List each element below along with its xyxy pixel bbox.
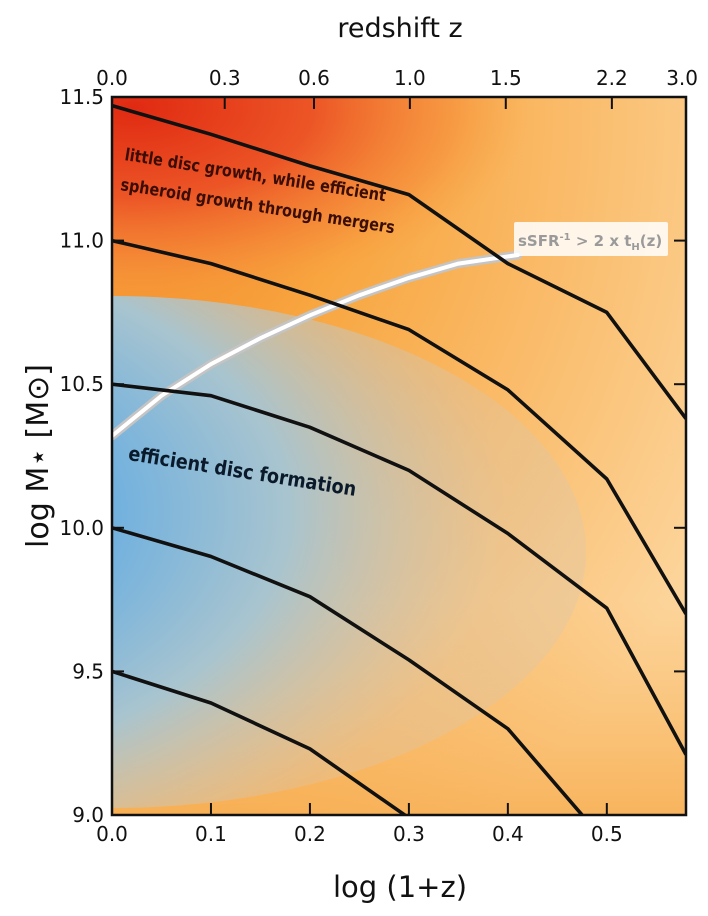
y-tick-label-4: 11.0 <box>59 229 104 253</box>
top-tick-label-2: 0.6 <box>298 66 330 90</box>
y-tick-label-5: 11.5 <box>59 85 104 109</box>
top-tick-label-4: 1.5 <box>490 66 522 90</box>
x-axis-title: log (1+z) <box>333 870 467 904</box>
x-tick-label-3: 0.3 <box>393 822 425 846</box>
axis-ticks <box>111 96 687 816</box>
disc-formation-region <box>112 296 586 808</box>
threshold-label-box: sSFR-1 > 2 x tH(z) <box>514 222 668 256</box>
x-tick-label-1: 0.1 <box>195 822 227 846</box>
y-tick-label-2: 10.0 <box>59 516 104 540</box>
series-line-4 <box>112 526 585 815</box>
series-line-3 <box>112 382 686 756</box>
threshold-label: sSFR-1 > 2 x tH(z) <box>518 232 662 253</box>
y-axis-title: log M⋆ [M⊙] <box>21 364 56 548</box>
series-lines <box>112 103 686 815</box>
y-tick-label-3: 10.5 <box>59 372 104 396</box>
x-tick-label-4: 0.4 <box>492 822 524 846</box>
series-line-5 <box>112 669 408 815</box>
plot-area <box>112 97 686 815</box>
top-tick-label-1: 0.3 <box>209 66 241 90</box>
top-tick-label-6: 3.0 <box>666 66 698 90</box>
series-line-1 <box>112 103 686 420</box>
axis-tick-labels: 0.0 0.1 0.2 0.3 0.4 0.5 9.0 9.5 10.0 10.5 11.0 11.5… <box>59 66 698 846</box>
x-tick-label-0: 0.0 <box>96 822 128 846</box>
top-axis-title: redshift z <box>337 13 462 44</box>
top-tick-label-0: 0.0 <box>96 66 128 90</box>
mergers-region <box>112 97 532 307</box>
top-tick-label-3: 1.0 <box>394 66 426 90</box>
threshold-curve-inner <box>112 253 520 438</box>
y-tick-label-0: 9.0 <box>72 803 104 827</box>
y-tick-label-1: 9.5 <box>72 659 104 683</box>
x-tick-label-5: 0.5 <box>591 822 623 846</box>
top-tick-label-5: 2.2 <box>596 66 628 90</box>
plot-frame <box>110 95 688 817</box>
x-tick-label-2: 0.2 <box>294 822 326 846</box>
threshold-curve <box>112 250 523 441</box>
series-line-2 <box>112 238 686 615</box>
